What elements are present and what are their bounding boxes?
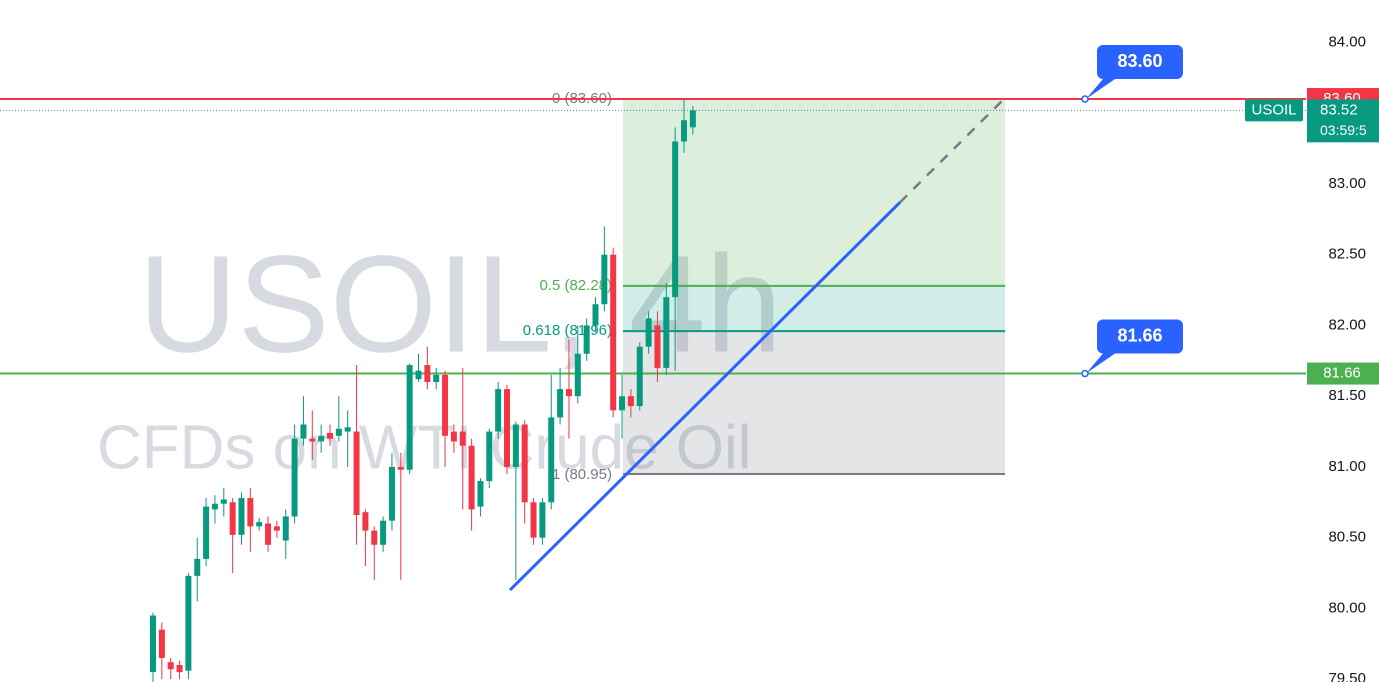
candle-body: [380, 520, 387, 545]
candle-body: [371, 530, 378, 545]
candle-body: [574, 353, 581, 397]
candle-body: [486, 431, 493, 482]
candle-body: [504, 389, 510, 467]
price-badge: [1307, 362, 1379, 385]
candle-body: [158, 629, 165, 658]
candle-body: [291, 438, 298, 517]
callout-anchor: [1081, 95, 1089, 103]
y-tick-label: 82.50: [1328, 246, 1366, 263]
callout-label: 81.66: [1117, 325, 1162, 345]
candle-body: [495, 389, 502, 432]
candle-body: [619, 396, 626, 411]
candle-body: [247, 498, 254, 527]
callout-label: 83.60: [1117, 51, 1162, 71]
candle-body: [627, 396, 634, 407]
y-tick-label: 80.00: [1328, 599, 1366, 616]
symbol-label: USOIL: [1251, 101, 1296, 118]
candle-body: [539, 502, 546, 538]
candle-body: [327, 432, 333, 439]
candle-body: [273, 526, 280, 531]
candle-body: [344, 427, 351, 432]
candle-body: [397, 466, 404, 470]
fib-label: 0.5 (82.28): [539, 277, 612, 294]
trendline: [508, 201, 902, 592]
fib-label: 1 (80.95): [552, 466, 612, 483]
candle-body: [459, 431, 466, 446]
fib-zone: [623, 285, 1005, 332]
callout-box: [1086, 45, 1183, 100]
last-price-badge: [1307, 99, 1379, 143]
candle-body: [636, 346, 643, 407]
candle-body: [450, 431, 457, 442]
symbol-badge: [1245, 99, 1303, 122]
candle-body: [442, 374, 449, 436]
candle-body: [362, 512, 369, 531]
candle-body: [468, 445, 475, 510]
fib-label: 0.618 (81.96): [523, 322, 612, 339]
y-tick-label: 83.00: [1328, 175, 1366, 192]
candle-body: [194, 558, 201, 576]
candle-body: [548, 417, 555, 503]
candle-body: [557, 389, 564, 418]
candle-body: [353, 431, 360, 516]
candle-body: [176, 665, 183, 673]
candle-body: [610, 254, 617, 411]
candle-body: [300, 424, 307, 439]
candle-body: [565, 389, 572, 397]
candle-body: [150, 615, 156, 673]
fib-zone: [623, 99, 1005, 286]
trendline-projection: [899, 98, 1005, 204]
y-tick-label: 81.00: [1328, 458, 1366, 475]
countdown-label: 03:59:5: [1320, 122, 1367, 138]
candle-body: [477, 481, 484, 507]
candle-body: [592, 304, 599, 326]
callout-anchor: [1081, 369, 1089, 378]
candle-body: [433, 374, 440, 383]
candle-body: [406, 365, 413, 470]
y-tick-label: 80.50: [1328, 529, 1366, 546]
candle-body: [521, 424, 528, 503]
candle-body: [388, 466, 395, 521]
candle-body: [238, 498, 245, 535]
y-tick-label: 79.50: [1328, 670, 1366, 682]
candle-body: [282, 516, 289, 541]
y-tick-label: 82.00: [1328, 316, 1366, 333]
candle-body: [220, 499, 227, 504]
candle-body: [424, 365, 431, 383]
candle-body: [318, 435, 325, 442]
candle-body: [185, 575, 192, 671]
candle-body: [203, 506, 210, 559]
last-price-label: 83.52: [1320, 101, 1358, 118]
candle-body: [583, 325, 590, 354]
candle-body: [512, 424, 519, 467]
candle-body: [229, 502, 236, 535]
candle-body: [415, 370, 422, 380]
fib-zone: [623, 331, 1005, 475]
candle-body: [672, 141, 679, 298]
candle-body: [663, 297, 670, 368]
price-badge-label: 81.66: [1323, 365, 1361, 382]
candle-body: [256, 522, 263, 527]
candle-body: [265, 523, 272, 545]
callout-box: [1086, 319, 1183, 374]
candle-body: [681, 120, 687, 142]
candle-body: [689, 110, 696, 128]
candle-body: [335, 428, 342, 436]
watermark-subtitle: CFDs on WTI Crude Oil: [97, 413, 752, 482]
y-tick-label: 84.00: [1328, 33, 1366, 50]
candle-body: [530, 502, 537, 538]
candle-body: [211, 503, 218, 510]
candle-body: [601, 254, 608, 305]
y-tick-label: 81.50: [1328, 387, 1366, 404]
candle-body: [654, 325, 661, 368]
candle-body: [167, 662, 174, 670]
candle-body: [309, 438, 316, 442]
candle-body: [645, 318, 652, 347]
